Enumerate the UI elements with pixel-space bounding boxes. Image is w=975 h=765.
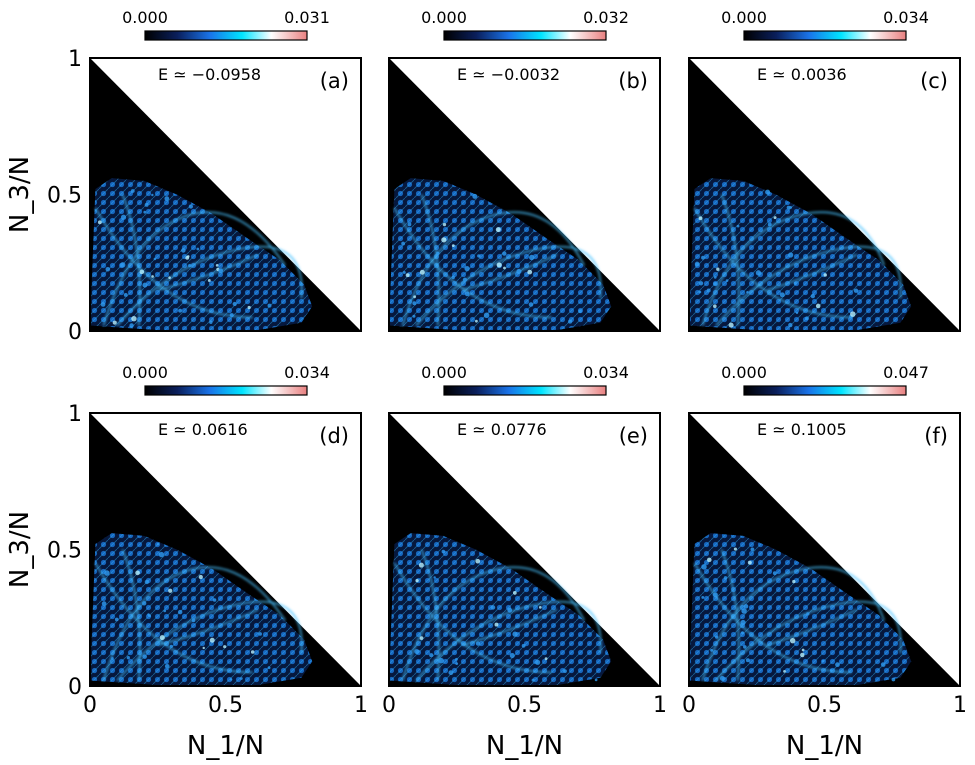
x-tick-label: 0.5 [208, 693, 243, 718]
panel-label: (d) [319, 424, 349, 448]
colorbar-max-label: 0.047 [883, 363, 929, 382]
plot-frame [388, 57, 661, 332]
colorbar-min-label: 0.000 [721, 363, 767, 382]
y-tick-label: 0 [68, 320, 82, 345]
density-texture [389, 533, 612, 686]
x-tick-label: 0 [382, 693, 396, 718]
y-tick-label: 1 [68, 47, 82, 72]
panel-e: 0.000 0.034 E ≃ 0.0776 (e) 0 0.5 1 N_1/N [382, 363, 667, 761]
colorbar [743, 30, 907, 41]
colorbar [743, 385, 907, 396]
density-hotspots [701, 547, 896, 682]
colorbar-min-label: 0.000 [421, 8, 467, 27]
panel-label: (f) [924, 424, 948, 448]
white-region [389, 58, 660, 331]
density-hotspots [401, 193, 582, 324]
density-hotspots [694, 189, 859, 328]
colorbar-max-label: 0.032 [583, 8, 629, 27]
x-axis-label: N_1/N [187, 731, 264, 761]
white-region [689, 58, 960, 331]
y-axis-label: N_3/N [5, 156, 35, 233]
colorbar [443, 30, 607, 41]
density-filaments [393, 194, 602, 327]
panel-b: 0.000 0.032 E ≃ −0.0032 (b) [388, 8, 661, 332]
colorbar-min-label: 0.000 [721, 8, 767, 27]
energy-annotation: E ≃ 0.0776 [457, 420, 547, 439]
colorbar [144, 385, 308, 396]
colorbar-min-label: 0.000 [122, 8, 168, 27]
density-filaments [393, 549, 602, 682]
plot-frame [688, 57, 961, 332]
density-filaments [693, 549, 902, 682]
plot-frame [388, 412, 661, 687]
plot-frame [89, 57, 362, 332]
density-hotspots [101, 543, 271, 681]
panel-a: 0.000 0.031 E ≃ −0.0958 (a) 0 0.5 1 N_3/N [5, 8, 362, 345]
colorbar-max-label: 0.034 [284, 363, 330, 382]
colorbar [443, 385, 607, 396]
panel-label: (a) [320, 69, 349, 93]
energy-annotation: E ≃ 0.1005 [757, 420, 847, 439]
y-tick-label: 0 [68, 675, 82, 700]
energy-annotation: E ≃ −0.0032 [457, 65, 560, 84]
white-region [90, 58, 361, 331]
y-tick-label: 1 [68, 402, 82, 427]
colorbar-max-label: 0.034 [583, 363, 629, 382]
y-axis-label: N_3/N [5, 511, 35, 588]
density-texture [389, 178, 612, 331]
x-tick-label: 0.5 [807, 693, 842, 718]
colorbar-max-label: 0.031 [284, 8, 330, 27]
x-tick-label: 0 [83, 693, 97, 718]
panel-label: (c) [920, 69, 948, 93]
colorbar [144, 30, 308, 41]
x-tick-label: 1 [653, 693, 667, 718]
x-tick-label: 1 [953, 693, 967, 718]
x-axis-label: N_1/N [486, 731, 563, 761]
colorbar-min-label: 0.000 [122, 363, 168, 382]
x-tick-label: 0 [682, 693, 696, 718]
density-hotspots [97, 189, 272, 328]
density-texture [90, 178, 313, 331]
y-tick-label: 0.5 [47, 184, 82, 209]
density-texture [90, 533, 313, 686]
panel-label: (b) [618, 69, 648, 93]
colorbar-max-label: 0.034 [883, 8, 929, 27]
density-filaments [94, 549, 303, 682]
panel-f: 0.000 0.047 E ≃ 0.1005 (f) 0 0.5 1 N_1/N [682, 363, 967, 761]
energy-annotation: E ≃ 0.0036 [757, 65, 847, 84]
x-tick-label: 1 [354, 693, 368, 718]
density-hotspots [414, 549, 598, 682]
white-region [689, 413, 960, 686]
plot-frame [688, 412, 961, 687]
panel-c: 0.000 0.034 E ≃ 0.0036 (c) [688, 8, 961, 332]
x-axis-label: N_1/N [786, 731, 863, 761]
white-region [389, 413, 660, 686]
density-filaments [693, 194, 902, 327]
x-tick-label: 0.5 [507, 693, 542, 718]
colorbar-min-label: 0.000 [421, 363, 467, 382]
plot-frame [89, 412, 362, 687]
y-tick-label: 0.5 [47, 539, 82, 564]
energy-annotation: E ≃ −0.0958 [158, 65, 261, 84]
white-region [90, 413, 361, 686]
panel-d: 0.000 0.034 E ≃ 0.0616 (d) 0 0.5 1 N_3/N 0 0.5 1 N_… [5, 363, 368, 761]
energy-annotation: E ≃ 0.0616 [158, 420, 248, 439]
panel-label: (e) [619, 424, 648, 448]
